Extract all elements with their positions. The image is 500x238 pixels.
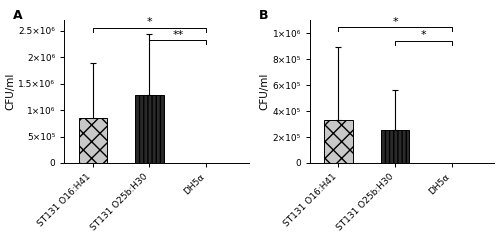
Bar: [381, 130, 410, 163]
Bar: [324, 120, 352, 163]
Text: B: B: [258, 9, 268, 22]
Text: A: A: [12, 9, 22, 22]
Bar: [78, 118, 107, 163]
Text: **: **: [172, 30, 184, 40]
Y-axis label: CFU/ml: CFU/ml: [6, 73, 16, 110]
Text: *: *: [146, 17, 152, 27]
Y-axis label: CFU/ml: CFU/ml: [260, 73, 270, 110]
Bar: [136, 95, 164, 163]
Text: *: *: [392, 17, 398, 27]
Text: *: *: [420, 30, 426, 40]
